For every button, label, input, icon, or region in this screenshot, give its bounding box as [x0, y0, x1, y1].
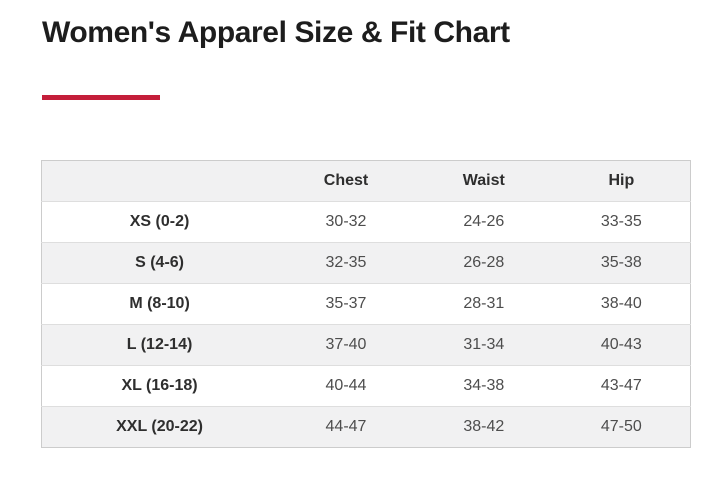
table-row-l: L (12-14) 37-40 31-34 40-43 — [41, 324, 691, 366]
size-label: XXL (20-22) — [41, 406, 278, 448]
waist-value: 38-42 — [414, 406, 553, 448]
table-header: Chest Waist Hip — [41, 160, 691, 202]
size-label: S (4-6) — [41, 242, 278, 284]
column-header-size — [41, 160, 278, 202]
chest-value: 40-44 — [277, 365, 415, 407]
table-row-s: S (4-6) 32-35 26-28 35-38 — [41, 242, 691, 284]
size-label: XS (0-2) — [41, 201, 278, 243]
waist-value: 26-28 — [414, 242, 553, 284]
header-row: Chest Waist Hip — [41, 160, 691, 202]
hip-value: 47-50 — [552, 406, 691, 448]
chest-value: 44-47 — [277, 406, 415, 448]
column-header-waist: Waist — [414, 160, 553, 202]
chest-value: 37-40 — [277, 324, 415, 366]
column-header-hip: Hip — [552, 160, 691, 202]
hip-value: 38-40 — [552, 283, 691, 325]
size-label: M (8-10) — [41, 283, 278, 325]
chest-value: 30-32 — [277, 201, 415, 243]
table-row-xs: XS (0-2) 30-32 24-26 33-35 — [41, 201, 691, 243]
table-row-xl: XL (16-18) 40-44 34-38 43-47 — [41, 365, 691, 407]
waist-value: 24-26 — [414, 201, 553, 243]
hip-value: 40-43 — [552, 324, 691, 366]
size-label: L (12-14) — [41, 324, 278, 366]
waist-value: 28-31 — [414, 283, 553, 325]
column-header-chest: Chest — [277, 160, 415, 202]
size-label: XL (16-18) — [41, 365, 278, 407]
red-accent-rule — [42, 95, 160, 100]
table-body: XS (0-2) 30-32 24-26 33-35 S (4-6) 32-35… — [41, 201, 691, 448]
hip-value: 33-35 — [552, 201, 691, 243]
chest-value: 35-37 — [277, 283, 415, 325]
chest-value: 32-35 — [277, 242, 415, 284]
size-chart-table: Chest Waist Hip XS (0-2) 30-32 24-26 33-… — [41, 160, 691, 448]
hip-value: 35-38 — [552, 242, 691, 284]
page-title: Women's Apparel Size & Fit Chart — [42, 16, 510, 49]
waist-value: 34-38 — [414, 365, 553, 407]
hip-value: 43-47 — [552, 365, 691, 407]
table-row-xxl: XXL (20-22) 44-47 38-42 47-50 — [41, 406, 691, 448]
table-row-m: M (8-10) 35-37 28-31 38-40 — [41, 283, 691, 325]
waist-value: 31-34 — [414, 324, 553, 366]
